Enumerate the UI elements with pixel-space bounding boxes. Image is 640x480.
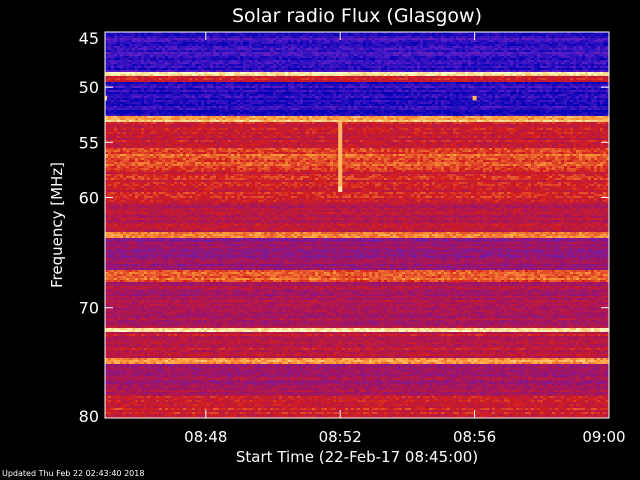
spectrogram-plot-area [103, 32, 610, 419]
